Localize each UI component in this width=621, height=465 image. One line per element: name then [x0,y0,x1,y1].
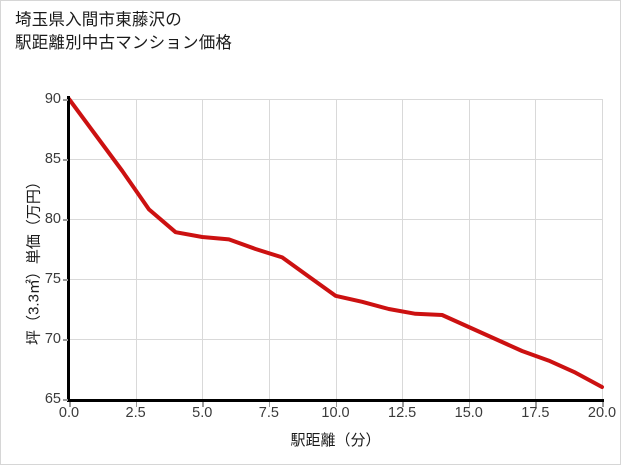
chart-title: 埼玉県入間市東藤沢の 駅距離別中古マンション価格 [15,11,233,53]
line-series-layer [67,97,604,389]
gridline-vertical [535,99,537,399]
gridline-vertical [335,99,337,399]
plot-area [67,97,604,400]
x-tick-label: 17.5 [521,405,550,421]
x-tick-mark [135,402,138,407]
x-tick-mark [69,402,71,407]
y-tick-mark [63,219,68,221]
x-tick-mark [268,402,271,407]
y-tick-mark [63,339,68,341]
x-axis-spine [67,399,604,402]
x-tick-mark [402,402,404,407]
x-tick-label: 10.0 [321,405,350,421]
y-tick-label: 90 [44,91,61,107]
gridline-vertical [468,99,470,399]
y-tick-label: 70 [44,331,61,347]
x-tick-label: 5.0 [192,405,213,421]
y-axis-tick-labels: 65 70 75 80 85 90 [11,1,61,464]
x-tick-label: 12.5 [388,405,417,421]
y-tick-label: 65 [44,391,61,407]
x-axis-title: 駅距離（分） [290,432,381,449]
gridline-vertical [402,99,404,399]
y-tick-mark [63,399,68,401]
y-axis-spine [67,96,70,402]
gridline-vertical [602,99,603,399]
x-tick-label: 15.0 [454,405,483,421]
gridline-vertical [202,99,204,399]
y-tick-label: 75 [44,271,61,287]
y-tick-mark [63,159,68,161]
x-tick-label: 7.5 [258,405,279,421]
y-tick-mark [63,279,68,281]
gridline-vertical [135,99,137,399]
y-tick-label: 80 [44,211,61,227]
x-tick-mark [202,402,204,407]
x-tick-mark [602,402,604,407]
x-tick-mark [535,402,537,407]
y-tick-mark [63,99,68,101]
x-tick-label: 0.0 [58,405,80,421]
x-tick-mark [468,402,471,407]
x-tick-mark [335,402,337,407]
y-axis-title: 坪（3.3㎡）単価（万円） [25,174,43,345]
gridline-vertical [268,99,270,399]
x-tick-label: 20.0 [587,405,617,421]
price-line-series [67,97,604,389]
x-tick-label: 2.5 [125,405,146,421]
y-tick-label: 85 [44,151,61,167]
